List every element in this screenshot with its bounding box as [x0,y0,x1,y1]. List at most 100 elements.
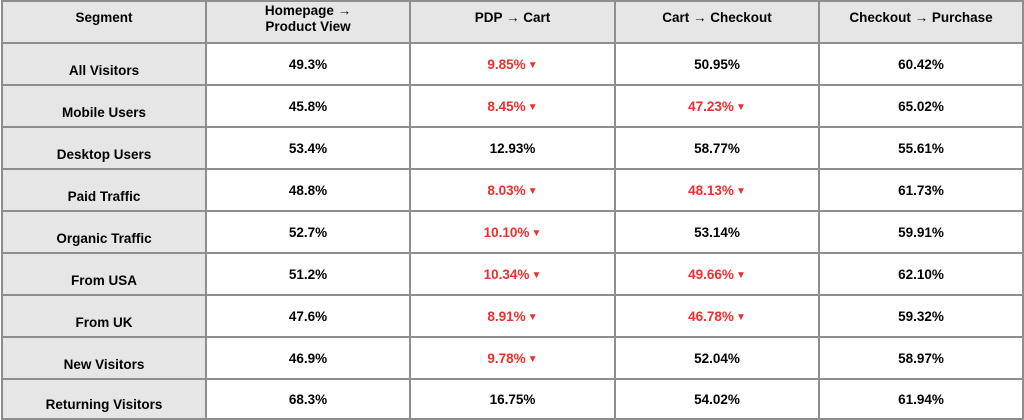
value-cell: 50.95% [614,42,820,86]
value-cell: 58.77% [614,126,820,170]
segment-cell: From UK [1,294,207,338]
rate-value: 46.9% [288,350,328,366]
value-cell: 49.66% ▼ [614,252,820,296]
header-label: Segment [75,10,133,25]
table-row: Returning Visitors 68.3% 16.75% 54.02% 61.94… [1,378,1024,420]
header-label: PDP → Cart [474,10,551,25]
value-cell: 53.4% [205,126,411,170]
rate-value: 50.95% [694,56,740,72]
value-cell: 9.78% ▼ [409,336,616,380]
down-triangle-icon: ▼ [527,353,538,365]
header-label: Homepage → Product View [264,3,352,34]
value-cell: 53.14% [614,210,820,254]
value-cell: 59.32% [818,294,1024,338]
segment-label: Organic Traffic [56,231,152,246]
header-cell: Segment [1,0,207,44]
segment-cell: New Visitors [1,336,207,380]
header-cell: Checkout → Purchase [818,0,1024,44]
rate-value: 53.4% [288,140,328,156]
rate-value: 65.02% [898,98,944,114]
table-row: Mobile Users 45.8% 8.45% ▼ 47.23% ▼ 65.02% [1,84,1024,128]
segment-cell: Desktop Users [1,126,207,170]
rate-value: 58.77% [694,140,740,156]
rate-value: 12.93% [489,140,536,156]
value-cell: 68.3% [205,378,411,420]
value-cell: 12.93% [409,126,616,170]
rate-value: 49.66% [688,266,734,282]
header-label: Checkout → Purchase [849,10,993,25]
value-cell: 8.45% ▼ [409,84,616,128]
value-cell: 45.8% [205,84,411,128]
value-cell: 46.9% [205,336,411,380]
table-row: From UK 47.6% 8.91% ▼ 46.78% ▼ 59.32% [1,294,1024,338]
rate-value: 10.34% [483,266,530,282]
segment-label: Paid Traffic [67,189,141,204]
segment-label: New Visitors [63,357,145,372]
rate-value: 10.10% [483,224,530,240]
segment-cell: From USA [1,252,207,296]
value-cell: 52.04% [614,336,820,380]
value-cell: 10.10% ▼ [409,210,616,254]
table-row: Paid Traffic 48.8% 8.03% ▼ 48.13% ▼ 61.73% [1,168,1024,212]
rate-value: 53.14% [694,224,740,240]
value-cell: 61.73% [818,168,1024,212]
rate-value: 52.7% [288,224,328,240]
rate-value: 46.78% [688,308,734,324]
value-cell: 61.94% [818,378,1024,420]
rate-value: 47.6% [288,308,328,324]
down-triangle-icon: ▼ [527,59,538,71]
down-triangle-icon: ▼ [735,311,746,323]
segment-cell: All Visitors [1,42,207,86]
rate-value: 49.3% [288,56,328,72]
rate-value: 61.73% [898,182,944,198]
rate-value: 9.85% [487,56,526,72]
rate-value: 8.45% [487,98,526,114]
header-label: Cart → Checkout [662,10,772,25]
rate-value: 52.04% [694,350,740,366]
value-cell: 62.10% [818,252,1024,296]
value-cell: 58.97% [818,336,1024,380]
table-row: Organic Traffic 52.7% 10.10% ▼ 53.14% 59.91% [1,210,1024,254]
table-body: All Visitors 49.3% 9.85% ▼ 50.95% 60.42% Mobil… [1,42,1024,420]
header-cell: Cart → Checkout [614,0,820,44]
header-row: Segment Homepage → Product View PDP → Ca… [1,0,1024,44]
value-cell: 9.85% ▼ [409,42,616,86]
down-triangle-icon: ▼ [735,269,746,281]
rate-value: 62.10% [898,266,944,282]
value-cell: 16.75% [409,378,616,420]
down-triangle-icon: ▼ [527,311,538,323]
down-triangle-icon: ▼ [531,227,542,239]
rate-value: 68.3% [288,391,328,407]
down-triangle-icon: ▼ [527,101,538,113]
rate-value: 48.8% [288,182,328,198]
segment-label: All Visitors [68,63,140,78]
rate-value: 8.91% [487,308,526,324]
value-cell: 10.34% ▼ [409,252,616,296]
segment-label: Mobile Users [61,105,147,120]
rate-value: 59.91% [898,224,944,240]
rate-value: 59.32% [898,308,944,324]
value-cell: 65.02% [818,84,1024,128]
value-cell: 55.61% [818,126,1024,170]
value-cell: 47.6% [205,294,411,338]
segment-label: Desktop Users [56,147,152,162]
rate-value: 8.03% [487,182,526,198]
down-triangle-icon: ▼ [735,185,746,197]
value-cell: 60.42% [818,42,1024,86]
value-cell: 46.78% ▼ [614,294,820,338]
segment-cell: Returning Visitors [1,378,207,420]
table-row: All Visitors 49.3% 9.85% ▼ 50.95% 60.42% [1,42,1024,86]
rate-value: 55.61% [898,140,944,156]
table-row: From USA 51.2% 10.34% ▼ 49.66% ▼ 62.10% [1,252,1024,296]
rate-value: 60.42% [898,56,944,72]
segment-label: From USA [70,273,137,288]
rate-value: 51.2% [288,266,328,282]
value-cell: 48.13% ▼ [614,168,820,212]
value-cell: 48.8% [205,168,411,212]
segment-cell: Paid Traffic [1,168,207,212]
down-triangle-icon: ▼ [531,269,542,281]
rate-value: 16.75% [489,391,536,407]
rate-value: 61.94% [898,391,944,407]
